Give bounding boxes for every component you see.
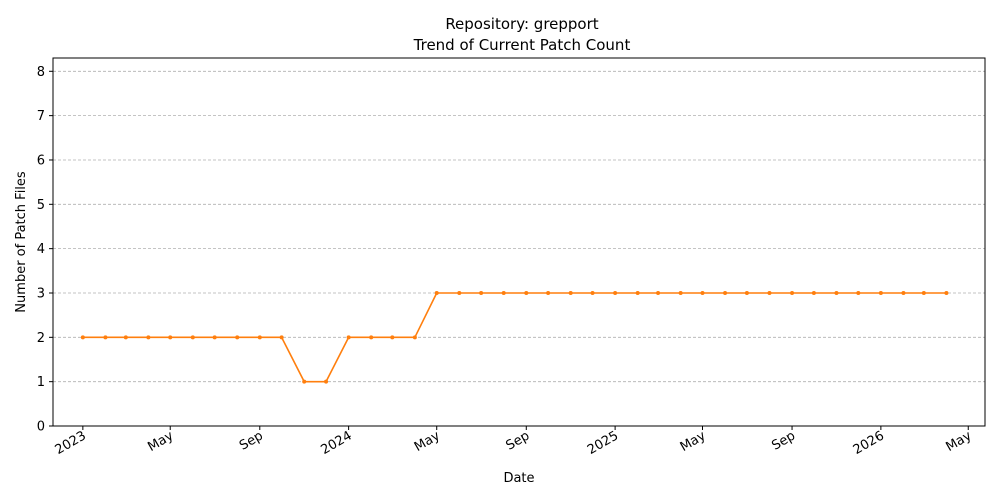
- data-point: [700, 290, 705, 295]
- data-point: [921, 290, 926, 295]
- data-point: [811, 290, 816, 295]
- data-point: [80, 335, 85, 340]
- data-point: [613, 290, 618, 295]
- data-point: [501, 290, 506, 295]
- y-tick-label: 3: [37, 286, 45, 301]
- x-tick-label: Sep: [504, 428, 533, 453]
- data-point: [656, 290, 661, 295]
- data-point: [790, 290, 795, 295]
- x-tick-label: Sep: [237, 428, 266, 453]
- data-point: [635, 290, 640, 295]
- data-point: [524, 290, 529, 295]
- x-tick-label: May: [412, 428, 443, 455]
- x-tick-label: May: [145, 428, 176, 455]
- x-tick-label: 2025: [585, 428, 621, 458]
- chart-title: Repository: grepport: [445, 15, 598, 33]
- series-line: [82, 292, 947, 383]
- y-tick-label: 2: [37, 331, 45, 346]
- data-point: [123, 335, 128, 340]
- data-point: [723, 290, 728, 295]
- data-point: [146, 335, 151, 340]
- data-point: [590, 290, 595, 295]
- y-axis-ticks: 0 1 2 3 4 5 6 7 8: [37, 65, 53, 435]
- x-tick-label: 2023: [53, 428, 89, 458]
- y-tick-label: 8: [37, 65, 45, 80]
- data-point: [678, 290, 683, 295]
- data-point: [103, 335, 108, 340]
- y-tick-label: 5: [37, 198, 45, 213]
- data-point: [568, 290, 573, 295]
- y-axis-label: Number of Patch Files: [14, 171, 29, 313]
- data-point: [235, 335, 240, 340]
- plot-frame: [52, 57, 986, 427]
- data-point: [324, 379, 329, 384]
- x-axis-ticks: 2023 May Sep 2024 May Sep 2025 May Sep 2026 May: [53, 426, 975, 458]
- chart-subtitle: Trend of Current Patch Count: [413, 36, 631, 54]
- x-tick-label: 2026: [851, 428, 887, 458]
- data-point: [434, 290, 439, 295]
- data-point: [369, 335, 374, 340]
- data-point: [546, 290, 551, 295]
- data-point: [834, 290, 839, 295]
- x-axis-label: Date: [503, 471, 534, 486]
- data-point: [856, 290, 861, 295]
- data-point: [190, 335, 195, 340]
- data-point: [168, 335, 173, 340]
- grid-lines: [53, 70, 985, 383]
- data-point: [279, 335, 284, 340]
- x-tick-label: 2024: [318, 428, 354, 458]
- series-layer: [80, 290, 949, 384]
- y-tick-label: 7: [37, 109, 45, 124]
- data-point: [212, 335, 217, 340]
- data-point: [878, 290, 883, 295]
- data-point: [302, 379, 307, 384]
- data-point: [944, 290, 949, 295]
- x-tick-label: May: [678, 428, 709, 455]
- data-point: [744, 290, 749, 295]
- x-tick-label: May: [943, 428, 974, 455]
- x-tick-label: Sep: [769, 428, 798, 453]
- data-point: [767, 290, 772, 295]
- y-tick-label: 1: [37, 375, 45, 390]
- data-point: [457, 290, 462, 295]
- data-point: [901, 290, 906, 295]
- data-point: [390, 335, 395, 340]
- y-tick-label: 4: [37, 242, 45, 257]
- data-point: [412, 335, 417, 340]
- y-tick-label: 6: [37, 153, 45, 168]
- data-point: [479, 290, 484, 295]
- y-tick-label: 0: [37, 420, 45, 435]
- data-point: [257, 335, 262, 340]
- data-point: [346, 335, 351, 340]
